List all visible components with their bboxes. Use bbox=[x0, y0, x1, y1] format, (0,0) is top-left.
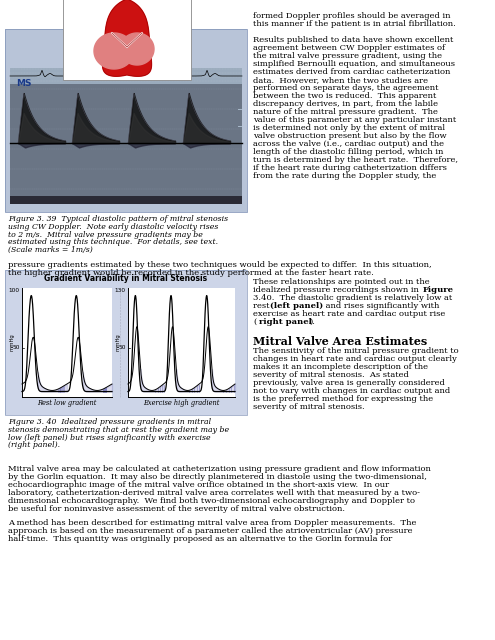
Text: echocardiographic image of the mitral valve orifice obtained in the short-axis v: echocardiographic image of the mitral va… bbox=[8, 481, 389, 489]
Bar bbox=[10, 68, 242, 84]
Text: makes it an incomplete description of the: makes it an incomplete description of th… bbox=[253, 363, 428, 371]
Text: across the valve (i.e., cardiac output) and the: across the valve (i.e., cardiac output) … bbox=[253, 140, 444, 148]
Text: These relationships are pointed out in the: These relationships are pointed out in t… bbox=[253, 278, 430, 286]
Text: (right panel).: (right panel). bbox=[8, 442, 60, 449]
Text: Mitral Valve Area Estimates: Mitral Valve Area Estimates bbox=[253, 335, 427, 347]
Text: Results published to data have shown excellent: Results published to data have shown exc… bbox=[253, 36, 453, 44]
Text: changes in heart rate and cardiac output clearly: changes in heart rate and cardiac output… bbox=[253, 355, 457, 363]
Text: 130: 130 bbox=[115, 288, 126, 293]
Text: valve obstruction present but also by the flow: valve obstruction present but also by th… bbox=[253, 132, 446, 140]
Text: Rest low gradient: Rest low gradient bbox=[37, 399, 97, 407]
Text: 3.40.  The diastolic gradient is relatively low at: 3.40. The diastolic gradient is relative… bbox=[253, 294, 452, 302]
Polygon shape bbox=[102, 0, 151, 76]
Text: the higher gradient would be recorded in the study performed at the faster heart: the higher gradient would be recorded in… bbox=[8, 269, 374, 277]
Text: length of the diastolic filling period, which in: length of the diastolic filling period, … bbox=[253, 148, 444, 156]
Text: pressure gradients estimated by these two techniques would be expected to differ: pressure gradients estimated by these tw… bbox=[8, 261, 432, 269]
Text: is determined not only by the extent of mitral: is determined not only by the extent of … bbox=[253, 124, 445, 132]
Text: (left panel): (left panel) bbox=[270, 302, 323, 310]
Text: not to vary with changes in cardiac output and: not to vary with changes in cardiac outp… bbox=[253, 387, 450, 395]
Text: formed Doppler profiles should be averaged in: formed Doppler profiles should be averag… bbox=[253, 12, 450, 20]
Text: using CW Doppler.  Note early diastolic velocity rises: using CW Doppler. Note early diastolic v… bbox=[8, 223, 218, 231]
Text: nature of the mitral pressure gradient.  The: nature of the mitral pressure gradient. … bbox=[253, 108, 438, 116]
Text: (: ( bbox=[253, 318, 256, 326]
Text: estimated using this technique.  For details, see text.: estimated using this technique. For deta… bbox=[8, 238, 218, 246]
Text: 100: 100 bbox=[9, 288, 20, 293]
Bar bbox=[5, 270, 247, 415]
Text: Figure: Figure bbox=[423, 286, 454, 294]
Text: from the rate during the Doppler study, the: from the rate during the Doppler study, … bbox=[253, 172, 436, 180]
Text: Figure 3. 39  Typical diastolic pattern of mitral stenosis: Figure 3. 39 Typical diastolic pattern o… bbox=[8, 215, 228, 223]
Text: agreement between CW Doppler estimates of: agreement between CW Doppler estimates o… bbox=[253, 44, 445, 52]
Text: if the heart rate during catheterization differs: if the heart rate during catheterization… bbox=[253, 164, 447, 172]
Text: and rises significantly with: and rises significantly with bbox=[323, 302, 440, 310]
Bar bbox=[5, 270, 247, 415]
Text: Exercise high gradient: Exercise high gradient bbox=[144, 399, 220, 407]
Text: 50: 50 bbox=[118, 346, 126, 351]
Bar bbox=[63, 0, 191, 80]
Bar bbox=[5, 29, 247, 212]
Text: to 2 m/s.  Mitral valve pressure gradients may be: to 2 m/s. Mitral valve pressure gradient… bbox=[8, 230, 203, 239]
Text: data.  However, when the two studies are: data. However, when the two studies are bbox=[253, 76, 428, 84]
Text: Figure 3. 40  Idealized pressure gradients in mitral: Figure 3. 40 Idealized pressure gradient… bbox=[8, 418, 211, 426]
Text: turn is determined by the heart rate.  Therefore,: turn is determined by the heart rate. Th… bbox=[253, 156, 458, 164]
Text: by the Gorlin equation.  It may also be directly planimetered in diastole using : by the Gorlin equation. It may also be d… bbox=[8, 473, 427, 481]
Text: (Scale marks = 1m/s): (Scale marks = 1m/s) bbox=[8, 246, 93, 254]
Text: ).: ). bbox=[309, 318, 315, 326]
Text: the mitral valve pressure gradient, using the: the mitral valve pressure gradient, usin… bbox=[253, 52, 442, 60]
Text: simplified Bernoulli equation, and simultaneous: simplified Bernoulli equation, and simul… bbox=[253, 60, 455, 68]
Bar bbox=[22, 288, 112, 397]
Text: A method has been described for estimating mitral valve area from Doppler measur: A method has been described for estimati… bbox=[8, 520, 416, 527]
Text: mmHg: mmHg bbox=[9, 333, 14, 351]
Bar bbox=[10, 196, 242, 204]
Text: this manner if the patient is in atrial fibrillation.: this manner if the patient is in atrial … bbox=[253, 20, 456, 28]
Text: stenosis demonstrating that at rest the gradient may be: stenosis demonstrating that at rest the … bbox=[8, 426, 229, 434]
Text: mmHg: mmHg bbox=[115, 333, 120, 351]
Text: low (left panel) but rises significantly with exercise: low (left panel) but rises significantly… bbox=[8, 433, 211, 442]
Text: rest: rest bbox=[253, 302, 272, 310]
Text: 50: 50 bbox=[12, 346, 20, 351]
Text: between the two is reduced.  This apparent: between the two is reduced. This apparen… bbox=[253, 92, 437, 100]
Text: be useful for noninvasive assessment of the severity of mitral valve obstruction: be useful for noninvasive assessment of … bbox=[8, 505, 345, 513]
Text: exercise as heart rate and cardiac output rise: exercise as heart rate and cardiac outpu… bbox=[253, 310, 445, 318]
Text: is the preferred method for expressing the: is the preferred method for expressing t… bbox=[253, 395, 433, 403]
Text: severity of mitral stenosis.: severity of mitral stenosis. bbox=[253, 403, 365, 411]
Text: idealized pressure recordings shown in: idealized pressure recordings shown in bbox=[253, 286, 422, 294]
Bar bbox=[5, 29, 247, 212]
Text: laboratory, catheterization-derived mitral valve area correlates well with that : laboratory, catheterization-derived mitr… bbox=[8, 489, 420, 497]
Text: performed on separate days, the agreement: performed on separate days, the agreemen… bbox=[253, 84, 439, 92]
Text: discrepancy derives, in part, from the labile: discrepancy derives, in part, from the l… bbox=[253, 100, 438, 108]
Polygon shape bbox=[94, 33, 134, 69]
Text: The sensitivity of the mitral pressure gradient to: The sensitivity of the mitral pressure g… bbox=[253, 347, 459, 355]
Text: severity of mitral stenosis.  As stated: severity of mitral stenosis. As stated bbox=[253, 371, 409, 379]
Text: Mitral valve area may be calculated at catheterization using pressure gradient a: Mitral valve area may be calculated at c… bbox=[8, 465, 431, 473]
Bar bbox=[128, 288, 235, 397]
Text: right panel: right panel bbox=[259, 318, 312, 326]
Text: dimensional echocardiography.  We find both two-dimensional echocardiography and: dimensional echocardiography. We find bo… bbox=[8, 497, 415, 505]
Text: estimates derived from cardiac catheterization: estimates derived from cardiac catheteri… bbox=[253, 68, 450, 76]
Text: Gradient Variability in Mitral Stenosis: Gradient Variability in Mitral Stenosis bbox=[45, 274, 207, 283]
Bar bbox=[10, 84, 242, 204]
Text: approach is based on the measurement of a parameter called the atrioventricular : approach is based on the measurement of … bbox=[8, 527, 412, 536]
Text: value of this parameter at any particular instant: value of this parameter at any particula… bbox=[253, 116, 456, 124]
Polygon shape bbox=[120, 33, 154, 65]
Text: previously, valve area is generally considered: previously, valve area is generally cons… bbox=[253, 379, 445, 387]
Text: half-time.  This quantity was originally proposed as an alternative to the Gorli: half-time. This quantity was originally … bbox=[8, 536, 392, 543]
Text: MS: MS bbox=[16, 79, 32, 88]
